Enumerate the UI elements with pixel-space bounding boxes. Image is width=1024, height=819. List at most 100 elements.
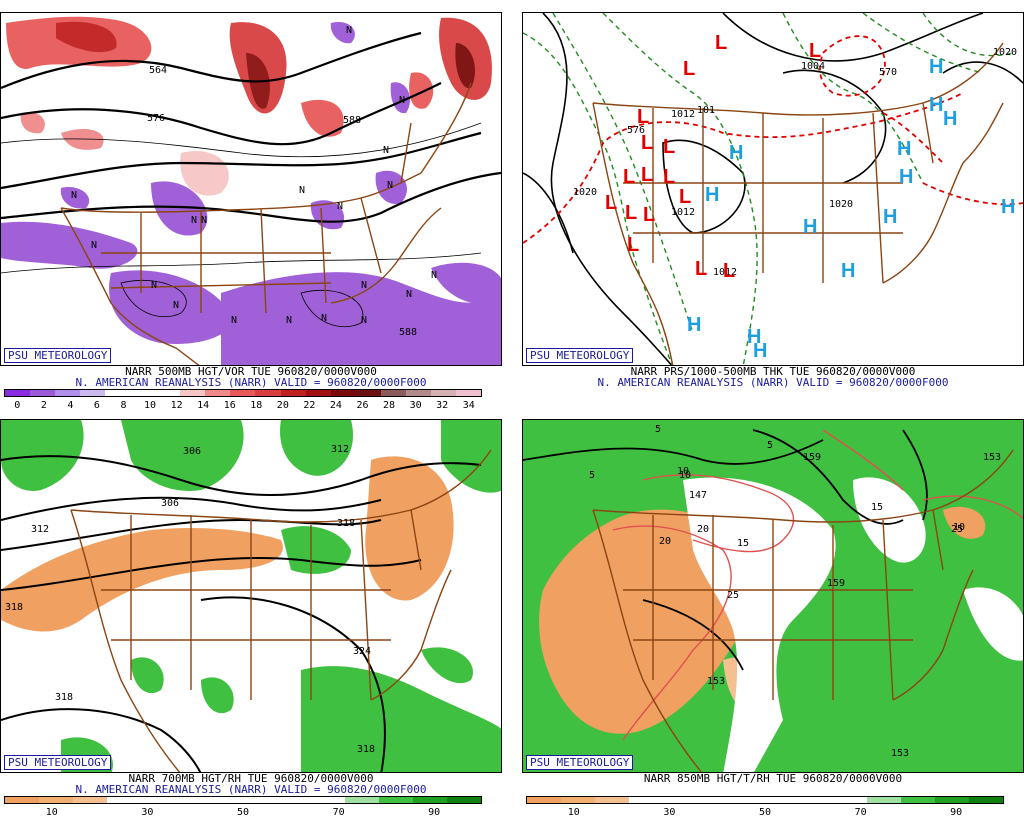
contour-label: 5 <box>589 470 595 481</box>
contour-label: 153 <box>707 676 725 687</box>
low-marker: L <box>663 166 675 188</box>
psu-meteorology-badge: PSU METEOROLOGY <box>4 348 112 363</box>
contour-label: 101 <box>697 105 715 116</box>
contour-label: 588 <box>399 327 417 338</box>
panel-subtitle: N. AMERICAN REANALYSIS (NARR) VALID = 96… <box>597 376 949 389</box>
low-marker: L <box>623 166 635 188</box>
colorbar-tick-label: 70 <box>332 807 345 818</box>
contour-label: 318 <box>55 692 73 703</box>
thin-contours <box>1 122 482 328</box>
panel-title: NARR 850MB HGT/T/RH TUE 960820/0000V000 <box>643 772 903 785</box>
low-marker: L <box>679 186 691 208</box>
region-label: N <box>299 185 305 196</box>
region-label: N <box>151 280 157 291</box>
colorbar-tick-label: 30 <box>663 807 676 818</box>
region-label: N <box>173 300 179 311</box>
contour-label: 564 <box>149 65 167 76</box>
region-label: N <box>383 145 389 156</box>
colorbar-swatch <box>311 797 345 803</box>
contour-label: 10 <box>679 470 691 481</box>
panel-pressure-thickness: 1004 1012 101 1020 1020 1020 1012 1012 5… <box>522 12 1024 412</box>
colorbar-swatch <box>799 797 833 803</box>
low-marker: L <box>625 202 637 224</box>
map-500mb-vorticity: 564 576 588 588 N N N N N N N N N N N N … <box>0 12 502 366</box>
colorbar-tick-label: 70 <box>854 807 867 818</box>
colorbar-tick-label: 30 <box>141 807 154 818</box>
region-label: N <box>387 180 393 191</box>
colorbar-swatch <box>30 390 56 396</box>
colorbar-tick-label: 32 <box>436 400 449 411</box>
contour-label: 324 <box>353 646 371 657</box>
contour-label: 1020 <box>993 47 1017 58</box>
colorbar-swatch <box>833 797 867 803</box>
colorbar-tick-label: 14 <box>197 400 210 411</box>
colorbar-swatch <box>107 797 141 803</box>
colorbar-tick-label: 10 <box>567 807 580 818</box>
low-marker: L <box>695 258 707 280</box>
region-label: N <box>431 270 437 281</box>
contour-label: 306 <box>183 446 201 457</box>
colorbar-tick-label: 0 <box>14 400 21 411</box>
colorbar-swatch <box>355 390 381 396</box>
region-label: N <box>71 190 77 201</box>
high-marker: H <box>897 138 911 160</box>
contour-label: 1004 <box>801 61 825 72</box>
region-label: N <box>231 315 237 326</box>
high-marker: H <box>747 326 761 348</box>
contour-label: 153 <box>891 748 909 759</box>
high-marker: H <box>929 94 943 116</box>
height-contours <box>1 455 482 772</box>
low-marker: L <box>683 58 695 80</box>
map-pressure-thickness: 1004 1012 101 1020 1020 1020 1012 1012 5… <box>522 12 1024 366</box>
colorbar-tick-label: 6 <box>93 400 100 411</box>
colorbar-swatch <box>561 797 595 803</box>
colorbar-swatch <box>527 797 561 803</box>
colorbar-swatch <box>330 390 356 396</box>
high-marker: H <box>899 166 913 188</box>
colorbar-swatch <box>277 797 311 803</box>
colorbar-swatch <box>175 797 209 803</box>
contour-label: 159 <box>803 452 821 463</box>
low-marker: L <box>605 192 617 214</box>
contour-label: 576 <box>627 125 645 136</box>
colorbar-swatch <box>5 390 31 396</box>
high-marker: H <box>803 216 817 238</box>
region-label: N <box>337 201 343 212</box>
thickness-lines <box>523 13 1014 365</box>
isobars <box>523 13 1023 365</box>
low-marker: L <box>641 164 653 186</box>
contour-label: 1012 <box>671 109 695 120</box>
contour-label: 306 <box>161 498 179 509</box>
high-marker: H <box>841 260 855 282</box>
colorbar-tick-label: 30 <box>409 400 422 411</box>
colorbar-tick-label: 34 <box>462 400 475 411</box>
panel-700mb-rh: 306 312 306 318 312 318 324 318 318 PSU … <box>0 419 502 819</box>
colorbar-swatch <box>180 390 206 396</box>
region-label: N <box>321 313 327 324</box>
colorbar <box>526 796 1004 804</box>
colorbar-swatch <box>380 390 406 396</box>
colorbar-tick-label: 10 <box>45 807 58 818</box>
colorbar-swatch <box>280 390 306 396</box>
contour-label: 318 <box>357 744 375 755</box>
contour-label: 25 <box>951 524 963 535</box>
high-marker: H <box>705 184 719 206</box>
region-label: N <box>361 315 367 326</box>
colorbar-swatch <box>867 797 901 803</box>
panel-subtitle: N. AMERICAN REANALYSIS (NARR) VALID = 96… <box>75 376 427 389</box>
contour-label: 25 <box>727 590 739 601</box>
contour-label: 318 <box>337 518 355 529</box>
psu-meteorology-badge: PSU METEOROLOGY <box>526 755 634 770</box>
colorbar-swatch <box>141 797 175 803</box>
colorbar-swatch <box>209 797 243 803</box>
low-marker: L <box>637 106 649 128</box>
colorbar-swatch <box>413 797 447 803</box>
low-marker: L <box>643 204 655 226</box>
colorbar <box>4 389 482 397</box>
region-label: N <box>201 215 207 226</box>
colorbar-swatch <box>447 797 481 803</box>
colorbar-swatch <box>697 797 731 803</box>
rh-shading <box>1 420 501 772</box>
contour-label: 20 <box>697 524 709 535</box>
colorbar-swatch <box>105 390 131 396</box>
